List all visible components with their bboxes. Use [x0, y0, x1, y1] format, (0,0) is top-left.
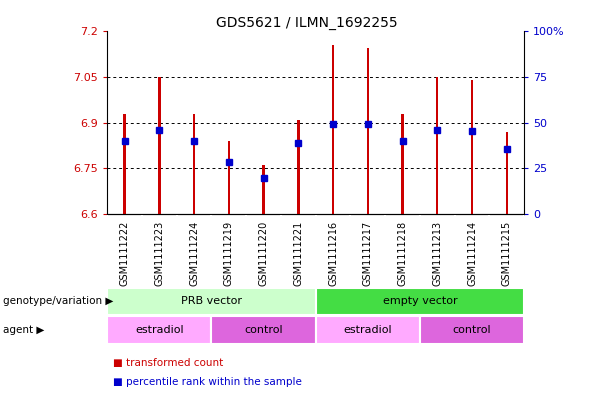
Text: GSM1111223: GSM1111223 [154, 221, 164, 286]
Bar [316, 288, 524, 315]
Text: GSM1111216: GSM1111216 [328, 221, 338, 286]
Text: GDS5621 / ILMN_1692255: GDS5621 / ILMN_1692255 [216, 16, 397, 30]
Text: ■ percentile rank within the sample: ■ percentile rank within the sample [113, 377, 302, 387]
Bar [332, 45, 334, 214]
Text: GSM1111214: GSM1111214 [467, 221, 477, 286]
Text: GSM1111221: GSM1111221 [294, 221, 303, 286]
Bar [471, 80, 473, 214]
Bar [402, 114, 404, 214]
Bar [123, 114, 126, 214]
Text: estradiol: estradiol [135, 325, 184, 335]
Text: control: control [452, 325, 492, 335]
Bar [107, 316, 211, 344]
Bar [211, 316, 316, 344]
Text: GSM1111222: GSM1111222 [120, 221, 129, 286]
Bar [506, 132, 508, 214]
Text: GSM1111220: GSM1111220 [259, 221, 268, 286]
Text: GSM1111215: GSM1111215 [502, 221, 512, 286]
Text: agent ▶: agent ▶ [3, 325, 44, 335]
Text: PRB vector: PRB vector [181, 296, 242, 307]
Text: control: control [244, 325, 283, 335]
Bar [316, 316, 420, 344]
Bar [367, 48, 369, 214]
Text: genotype/variation ▶: genotype/variation ▶ [3, 296, 113, 307]
Text: GSM1111219: GSM1111219 [224, 221, 234, 286]
Bar [436, 77, 438, 214]
Text: ■ transformed count: ■ transformed count [113, 358, 224, 367]
Text: GSM1111213: GSM1111213 [432, 221, 442, 286]
Bar [420, 316, 524, 344]
Text: GSM1111224: GSM1111224 [189, 221, 199, 286]
Text: GSM1111218: GSM1111218 [398, 221, 408, 286]
Text: empty vector: empty vector [383, 296, 457, 307]
Bar [297, 120, 300, 214]
Bar [158, 77, 161, 214]
Bar [262, 165, 265, 214]
Text: GSM1111217: GSM1111217 [363, 221, 373, 286]
Bar [193, 114, 196, 214]
Text: estradiol: estradiol [343, 325, 392, 335]
Bar [107, 288, 316, 315]
Bar [227, 141, 230, 214]
